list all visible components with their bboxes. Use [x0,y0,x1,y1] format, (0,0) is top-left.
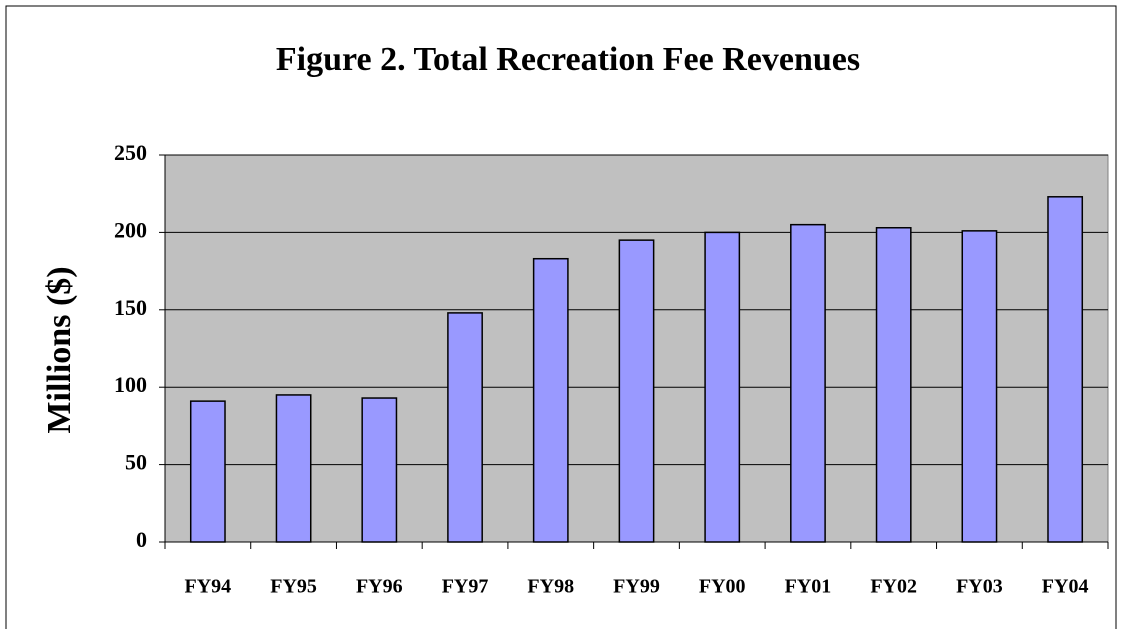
y-tick-label: 50 [125,450,147,475]
x-tick-label: FY03 [956,576,1003,598]
x-tick-label: FY94 [185,576,232,598]
x-tick-label: FY00 [699,576,746,598]
y-tick-label: 100 [114,372,147,397]
chart-frame [5,5,1117,629]
y-tick-label: 200 [114,217,147,242]
x-tick-label: FY01 [785,576,832,598]
x-tick-label: FY98 [527,576,574,598]
y-tick-label: 250 [114,140,147,165]
x-tick-label: FY99 [613,576,660,598]
y-tick-label: 0 [136,527,147,552]
y-axis-label: Millions ($) [41,266,78,433]
bar [618,239,655,543]
x-tick-label: FY96 [356,576,403,598]
bar [361,397,398,543]
bar [790,223,826,543]
chart-title: Figure 2. Total Recreation Fee Revenues [276,41,860,78]
x-tick-label: FY04 [1042,576,1089,598]
bar [532,257,569,543]
bar [447,312,483,543]
bar [1047,196,1084,543]
x-tick-label: FY95 [270,576,317,598]
x-tick-label: FY97 [442,576,489,598]
bar [275,394,312,543]
bar [189,400,226,543]
y-tick-label: 150 [114,295,147,320]
bar [961,230,998,543]
x-tick-label: FY02 [870,576,917,598]
bar [875,227,912,543]
bar [704,231,741,543]
